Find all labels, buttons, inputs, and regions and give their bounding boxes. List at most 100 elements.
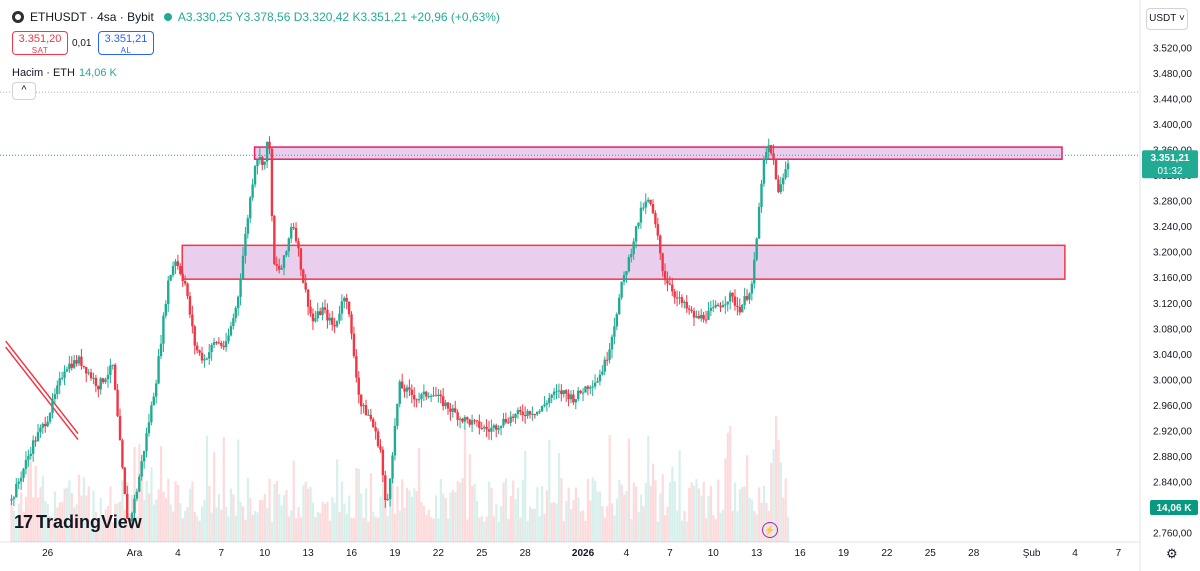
candle xyxy=(463,417,467,422)
volume-bar xyxy=(478,517,481,542)
volume-bar xyxy=(480,515,483,542)
volume-bar xyxy=(591,477,594,542)
candle xyxy=(726,301,729,305)
candle xyxy=(41,423,45,428)
candle xyxy=(364,405,368,416)
volume-bar xyxy=(787,517,790,542)
candle xyxy=(528,411,532,415)
x-tick-label: 4 xyxy=(624,548,630,559)
volume-bar xyxy=(10,499,13,542)
candle xyxy=(126,494,129,519)
candle xyxy=(422,391,426,395)
sell-button[interactable]: 3.351,20 SAT xyxy=(12,31,68,55)
candle xyxy=(138,476,141,492)
candle xyxy=(19,477,23,482)
candle xyxy=(159,343,163,357)
volume-bar xyxy=(560,478,563,542)
volume-bar xyxy=(697,488,700,542)
volume-bar xyxy=(519,517,522,542)
y-tick-label: 2.880,00 xyxy=(1153,452,1192,463)
candle xyxy=(393,425,397,456)
x-tick-label: 22 xyxy=(433,548,445,559)
volume-bar xyxy=(509,495,512,542)
x-tick-label: 28 xyxy=(520,548,532,559)
candle xyxy=(557,390,561,392)
volume-bar xyxy=(215,507,218,542)
candle xyxy=(133,498,136,514)
volume-bar xyxy=(56,507,59,542)
volume-bar xyxy=(777,439,780,542)
volume-bar xyxy=(690,482,693,542)
volume-bar xyxy=(434,495,438,542)
currency-selector[interactable]: USDT ˅ xyxy=(1146,8,1188,30)
candle xyxy=(290,227,293,239)
volume-bar xyxy=(34,465,37,542)
candle xyxy=(251,184,254,198)
volume-bar xyxy=(748,497,751,542)
candle xyxy=(333,324,336,327)
volume-bar xyxy=(618,479,621,542)
candle xyxy=(543,404,546,407)
tradingview-logo[interactable]: 17 TradingView xyxy=(14,512,142,533)
candle xyxy=(181,273,184,281)
settings-gear-icon[interactable]: ⚙ xyxy=(1166,546,1178,561)
symbol-title[interactable]: ETHUSDT · 4sa · Bybit xyxy=(30,10,154,24)
volume-bar xyxy=(437,518,440,542)
volume-bar xyxy=(500,505,503,542)
candle xyxy=(210,344,213,353)
candle xyxy=(724,304,727,306)
volume-bar xyxy=(466,519,469,542)
volume-bar xyxy=(22,511,25,542)
candle xyxy=(627,257,631,272)
candle xyxy=(603,359,606,372)
candle xyxy=(714,304,717,308)
candle xyxy=(200,352,204,361)
volume-bar xyxy=(719,512,722,542)
volume-bar xyxy=(514,499,517,542)
volume-legend: Hacim · ETH 14,06 K xyxy=(12,67,117,79)
volume-bar xyxy=(680,520,684,542)
volume-bar xyxy=(651,463,655,542)
volume-bar xyxy=(61,502,64,542)
volume-bar xyxy=(659,493,662,542)
candle xyxy=(731,292,734,297)
buy-button[interactable]: 3.351,21 AL xyxy=(98,31,154,55)
volume-bar xyxy=(401,479,404,542)
candle xyxy=(540,406,544,412)
candle xyxy=(598,374,602,382)
candle xyxy=(89,372,93,379)
candle xyxy=(417,399,421,401)
candle xyxy=(72,360,76,368)
trendline-upper xyxy=(5,340,79,435)
candle xyxy=(77,356,81,364)
candle xyxy=(374,427,377,432)
y-tick-label: 3.480,00 xyxy=(1153,69,1192,80)
candle xyxy=(335,320,339,327)
candle xyxy=(630,253,633,258)
candle xyxy=(596,381,599,383)
volume-bar xyxy=(246,478,250,542)
candle xyxy=(34,440,37,442)
volume-bar xyxy=(538,515,541,542)
candle xyxy=(526,411,529,417)
volume-bar xyxy=(268,478,271,542)
candle xyxy=(408,387,411,390)
candle xyxy=(36,432,40,442)
candle xyxy=(719,306,722,308)
candle xyxy=(121,440,124,468)
candle xyxy=(666,280,669,284)
volume-bar xyxy=(504,478,508,542)
candle xyxy=(550,394,553,398)
collapse-legend-button[interactable]: ^ xyxy=(12,82,36,100)
candle xyxy=(381,449,385,476)
volume-bar xyxy=(143,499,146,542)
candle xyxy=(772,153,775,161)
lightning-icon[interactable]: ⚡ xyxy=(762,522,778,538)
volume-bar xyxy=(733,482,737,542)
volume-bar xyxy=(360,493,363,542)
candle xyxy=(625,271,628,275)
volume-bar xyxy=(753,511,756,542)
x-tick-label: Ara xyxy=(127,548,143,559)
candle xyxy=(135,491,139,499)
